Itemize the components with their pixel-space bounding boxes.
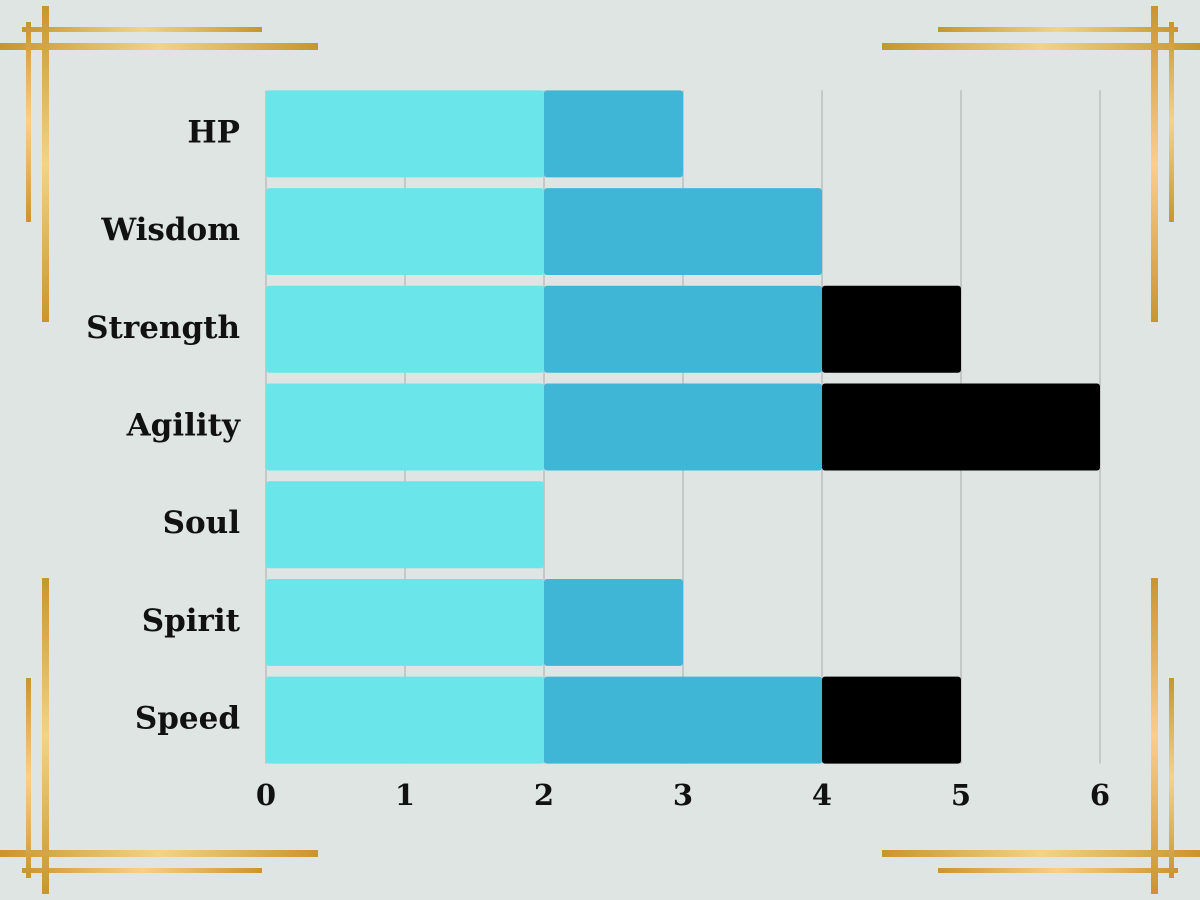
y-tick-label: Spirit — [142, 603, 241, 639]
x-tick-label: 6 — [1090, 778, 1110, 812]
bar-segment — [822, 676, 961, 764]
bar-segment — [822, 383, 1100, 471]
bar-segment — [266, 481, 544, 569]
bar-segment — [544, 90, 683, 178]
y-tick-label: Agility — [126, 408, 241, 444]
y-tick-label: Wisdom — [100, 212, 240, 248]
x-tick-label: 2 — [534, 778, 554, 812]
bar-segment — [544, 383, 822, 471]
bar-segment — [266, 285, 544, 373]
y-tick-label: HP — [187, 114, 240, 150]
x-tick-label: 5 — [951, 778, 971, 812]
x-tick-label: 4 — [812, 778, 832, 812]
bar-segment — [266, 676, 544, 764]
y-tick-label: Strength — [86, 310, 240, 346]
x-tick-label: 3 — [673, 778, 693, 812]
bar-segment — [266, 90, 544, 178]
bar-segment — [544, 285, 822, 373]
y-tick-label: Speed — [135, 701, 240, 737]
bar-segment — [544, 188, 822, 276]
bar-segment — [544, 578, 683, 666]
bar-segment — [266, 383, 544, 471]
bar-segment — [266, 188, 544, 276]
bar-segment — [544, 676, 822, 764]
x-tick-label: 1 — [395, 778, 415, 812]
bar-segment — [266, 578, 544, 666]
x-tick-label: 0 — [256, 778, 276, 812]
bar-segment — [822, 285, 961, 373]
y-tick-label: Soul — [163, 505, 240, 541]
